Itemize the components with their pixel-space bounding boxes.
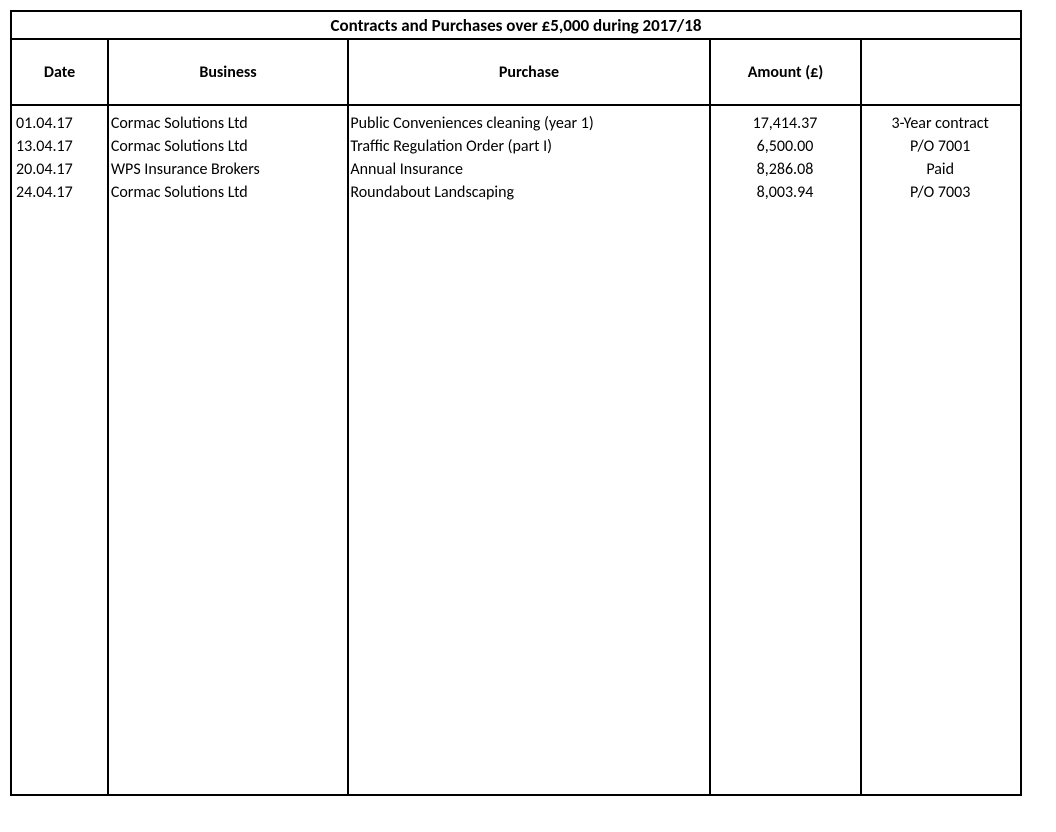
contracts-table: Contracts and Purchases over £5,000 duri…	[10, 10, 1022, 796]
rows-container: 01.04.17Cormac Solutions LtdPublic Conve…	[12, 112, 1020, 794]
header-row: Date Business Purchase Amount (£)	[11, 39, 1021, 105]
cell-purchase: Annual Insurance	[348, 158, 709, 181]
table-head: Contracts and Purchases over £5,000 duri…	[11, 11, 1021, 105]
cell-amount: 6,500.00	[710, 135, 861, 158]
table-title: Contracts and Purchases over £5,000 duri…	[11, 11, 1021, 39]
cell-date: 13.04.17	[12, 135, 109, 158]
cell-amount: 8,286.08	[710, 158, 861, 181]
col-header-note	[861, 39, 1021, 105]
column-rule	[347, 106, 349, 795]
cell-business: WPS Insurance Brokers	[109, 158, 349, 181]
cell-business: Cormac Solutions Ltd	[109, 112, 349, 135]
cell-amount: 17,414.37	[710, 112, 861, 135]
cell-amount: 8,003.94	[710, 181, 861, 204]
cell-purchase: Roundabout Landscaping	[348, 181, 709, 204]
column-rule	[709, 106, 711, 795]
cell-date: 01.04.17	[12, 112, 109, 135]
cell-purchase: Traffic Regulation Order (part I)	[348, 135, 709, 158]
cell-purchase: Public Conveniences cleaning (year 1)	[348, 112, 709, 135]
table-row: 01.04.17Cormac Solutions LtdPublic Conve…	[12, 112, 1020, 135]
cell-business: Cormac Solutions Ltd	[109, 135, 349, 158]
cell-date: 24.04.17	[12, 181, 109, 204]
col-header-business: Business	[108, 39, 348, 105]
table-body: 01.04.17Cormac Solutions LtdPublic Conve…	[11, 105, 1021, 795]
column-rule	[860, 106, 862, 795]
body-row: 01.04.17Cormac Solutions LtdPublic Conve…	[11, 105, 1021, 795]
title-row: Contracts and Purchases over £5,000 duri…	[11, 11, 1021, 39]
col-header-date: Date	[11, 39, 108, 105]
cell-note: P/O 7003	[860, 181, 1020, 204]
table-row: 13.04.17Cormac Solutions LtdTraffic Regu…	[12, 135, 1020, 158]
table-row: 20.04.17WPS Insurance BrokersAnnual Insu…	[12, 158, 1020, 181]
cell-note: 3-Year contract	[860, 112, 1020, 135]
col-header-purchase: Purchase	[348, 39, 710, 105]
col-header-amount: Amount (£)	[710, 39, 861, 105]
column-rule	[107, 106, 109, 795]
body-cell: 01.04.17Cormac Solutions LtdPublic Conve…	[11, 105, 1021, 795]
cell-business: Cormac Solutions Ltd	[109, 181, 349, 204]
cell-note: P/O 7001	[860, 135, 1020, 158]
cell-date: 20.04.17	[12, 158, 109, 181]
table-row: 24.04.17Cormac Solutions LtdRoundabout L…	[12, 181, 1020, 204]
cell-note: Paid	[860, 158, 1020, 181]
